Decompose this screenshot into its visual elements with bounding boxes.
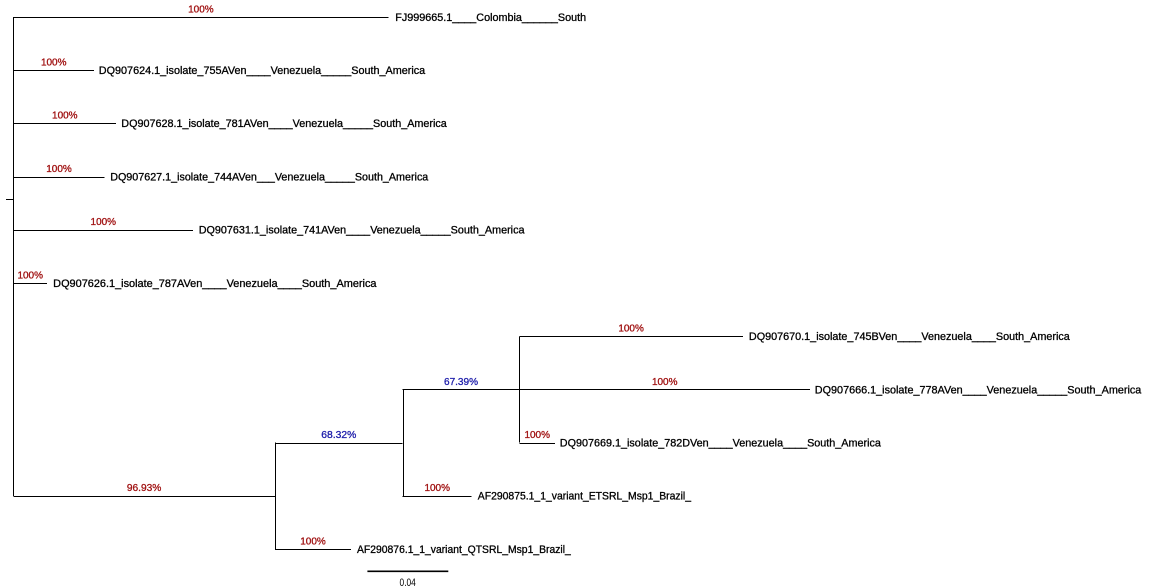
svg-text:DQ907666.1_isolate_778AVen____: DQ907666.1_isolate_778AVen____Venezuela_… <box>815 384 1142 396</box>
svg-text:100%: 100% <box>300 536 326 547</box>
svg-text:100%: 100% <box>46 164 72 175</box>
svg-text:67.39%: 67.39% <box>444 377 478 388</box>
svg-text:100%: 100% <box>52 111 78 122</box>
svg-text:0.04: 0.04 <box>400 577 416 588</box>
svg-text:100%: 100% <box>91 217 117 228</box>
svg-text:100%: 100% <box>618 324 644 335</box>
svg-text:DQ907628.1_isolate_781AVen____: DQ907628.1_isolate_781AVen____Venezuela_… <box>121 118 447 130</box>
svg-text:100%: 100% <box>424 483 450 494</box>
svg-text:100%: 100% <box>188 4 214 15</box>
svg-text:96.93%: 96.93% <box>127 483 162 494</box>
svg-text:68.32%: 68.32% <box>321 430 356 441</box>
svg-text:FJ999665.1____Colombia______So: FJ999665.1____Colombia______South <box>395 12 586 24</box>
svg-text:100%: 100% <box>17 270 43 281</box>
svg-text:DQ907669.1_isolate_782DVen____: DQ907669.1_isolate_782DVen____Venezuela_… <box>560 438 881 450</box>
svg-text:AF290876.1_1_variant_QTSRL_Msp: AF290876.1_1_variant_QTSRL_Msp1_Brazil_ <box>357 544 572 556</box>
svg-text:DQ907624.1_isolate_755AVen____: DQ907624.1_isolate_755AVen____Venezuela_… <box>99 65 425 77</box>
svg-text:DQ907670.1_isolate_745BVen____: DQ907670.1_isolate_745BVen____Venezuela_… <box>749 331 1070 343</box>
svg-text:DQ907627.1_isolate_744AVen___V: DQ907627.1_isolate_744AVen___Venezuela__… <box>110 171 428 183</box>
svg-text:DQ907626.1_isolate_787AVen____: DQ907626.1_isolate_787AVen____Venezuela_… <box>53 278 376 290</box>
svg-text:DQ907631.1_isolate_741AVen____: DQ907631.1_isolate_741AVen____Venezuela_… <box>199 225 525 237</box>
svg-text:100%: 100% <box>41 58 67 69</box>
svg-text:AF290875.1_1_variant_ETSRL_Msp: AF290875.1_1_variant_ETSRL_Msp1_Brazil_ <box>478 491 692 503</box>
svg-text:100%: 100% <box>652 377 678 388</box>
svg-text:100%: 100% <box>524 430 550 441</box>
